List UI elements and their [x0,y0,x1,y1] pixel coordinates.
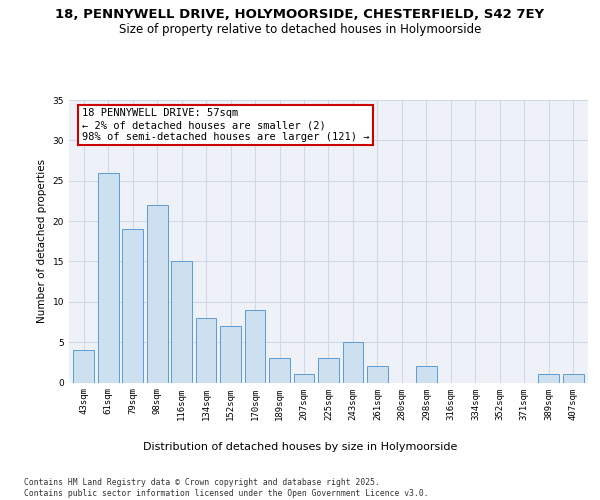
Bar [122,229,143,382]
Bar [73,350,94,382]
Bar [147,205,167,382]
Bar [98,172,119,382]
Text: Size of property relative to detached houses in Holymoorside: Size of property relative to detached ho… [119,22,481,36]
Bar [343,342,364,382]
Bar [538,374,559,382]
Bar [245,310,265,382]
Bar [269,358,290,382]
Bar [563,374,584,382]
Text: Contains HM Land Registry data © Crown copyright and database right 2025.
Contai: Contains HM Land Registry data © Crown c… [24,478,428,498]
Text: 18 PENNYWELL DRIVE: 57sqm
← 2% of detached houses are smaller (2)
98% of semi-de: 18 PENNYWELL DRIVE: 57sqm ← 2% of detach… [82,108,370,142]
Bar [318,358,339,382]
Bar [196,318,217,382]
Y-axis label: Number of detached properties: Number of detached properties [37,159,47,324]
Text: 18, PENNYWELL DRIVE, HOLYMOORSIDE, CHESTERFIELD, S42 7EY: 18, PENNYWELL DRIVE, HOLYMOORSIDE, CHEST… [55,8,545,20]
Bar [171,262,192,382]
Bar [367,366,388,382]
Bar [293,374,314,382]
Bar [416,366,437,382]
Bar [220,326,241,382]
Text: Distribution of detached houses by size in Holymoorside: Distribution of detached houses by size … [143,442,457,452]
